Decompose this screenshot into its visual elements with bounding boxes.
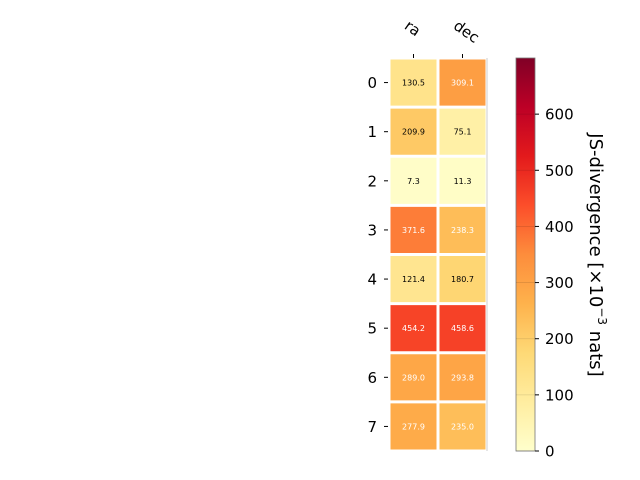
heatmap-cell (439, 59, 486, 106)
heatmap-cell (390, 305, 437, 352)
heatmap-cell (390, 157, 437, 204)
colorbar-tick-label: 400 (545, 218, 574, 236)
cell-value-label: 235.0 (451, 422, 474, 431)
heatmap-cell (439, 108, 486, 155)
colorbar-tick-label: 300 (545, 274, 574, 292)
heatmap-cell (390, 59, 437, 106)
cell-value-label: 458.6 (451, 324, 474, 333)
heatmap-cell (439, 403, 486, 450)
cell-value-label: 309.1 (451, 79, 474, 88)
heatmap-cell (439, 305, 486, 352)
colorbar-gradient (515, 57, 536, 452)
column-tick-label: ra (401, 17, 424, 41)
cell-value-label: 11.3 (454, 177, 472, 186)
heatmap-cell (439, 354, 486, 401)
colorbar-label: JS-divergence [×10−3 nats] (585, 132, 609, 376)
cell-value-label: 7.3 (407, 177, 420, 186)
cell-value-label: 130.5 (402, 79, 425, 88)
row-tick-label: 4 (367, 271, 377, 289)
cell-value-label: 289.0 (402, 373, 425, 382)
cell-value-label: 293.8 (451, 373, 474, 382)
row-tick-label: 6 (367, 369, 377, 387)
column-tick-label: dec (450, 17, 482, 47)
colorbar-ticks: 0 100 200 300 400 500 600 (516, 106, 574, 461)
cell-value-label: 75.1 (454, 128, 472, 137)
row-tick-label: 7 (367, 418, 377, 436)
cell-value-label: 454.2 (402, 324, 425, 333)
colorbar: 0 100 200 300 400 500 600 JS-divergence [×10−3… (515, 57, 609, 461)
cell-value-label: 371.6 (402, 226, 425, 235)
cell-value-label: 180.7 (451, 275, 474, 284)
cell-value-label: 121.4 (402, 275, 425, 284)
heatmap-cell (439, 256, 486, 303)
colorbar-label-exponent: −3 (595, 307, 609, 325)
colorbar-tick-label: 0 (545, 443, 555, 461)
heatmap-cell (390, 206, 437, 253)
heatmap-cell (390, 108, 437, 155)
row-tick-label: 0 (367, 74, 377, 92)
heatmap-cell (439, 206, 486, 253)
heatmap-cells: 130.5 309.1 209.9 75.1 7.3 11.3 371.6 238.3 121.… (390, 58, 488, 451)
colorbar-tick-label: 600 (545, 106, 574, 124)
cell-value-label: 277.9 (402, 422, 425, 431)
colorbar-label-tail: nats] (585, 325, 606, 377)
column-tick-labels: ra dec (401, 17, 483, 58)
row-tick-labels: 0 1 2 3 4 5 6 7 (367, 74, 388, 436)
row-tick-label: 5 (367, 320, 377, 338)
heatmap-cell (390, 403, 437, 450)
row-tick-label: 3 (367, 221, 377, 239)
heatmap-cell (390, 256, 437, 303)
colorbar-tick-label: 200 (545, 330, 574, 348)
colorbar-label-main: JS-divergence [×10 (585, 132, 606, 307)
row-tick-label: 1 (367, 123, 377, 141)
colorbar-tick-label: 100 (545, 386, 574, 404)
cell-value-label: 209.9 (402, 128, 425, 137)
row-tick-label: 2 (367, 172, 377, 190)
colorbar-tick-label: 500 (545, 162, 574, 180)
cell-value-label: 238.3 (451, 226, 474, 235)
heatmap-cell (390, 354, 437, 401)
heatmap-cell (439, 157, 486, 204)
